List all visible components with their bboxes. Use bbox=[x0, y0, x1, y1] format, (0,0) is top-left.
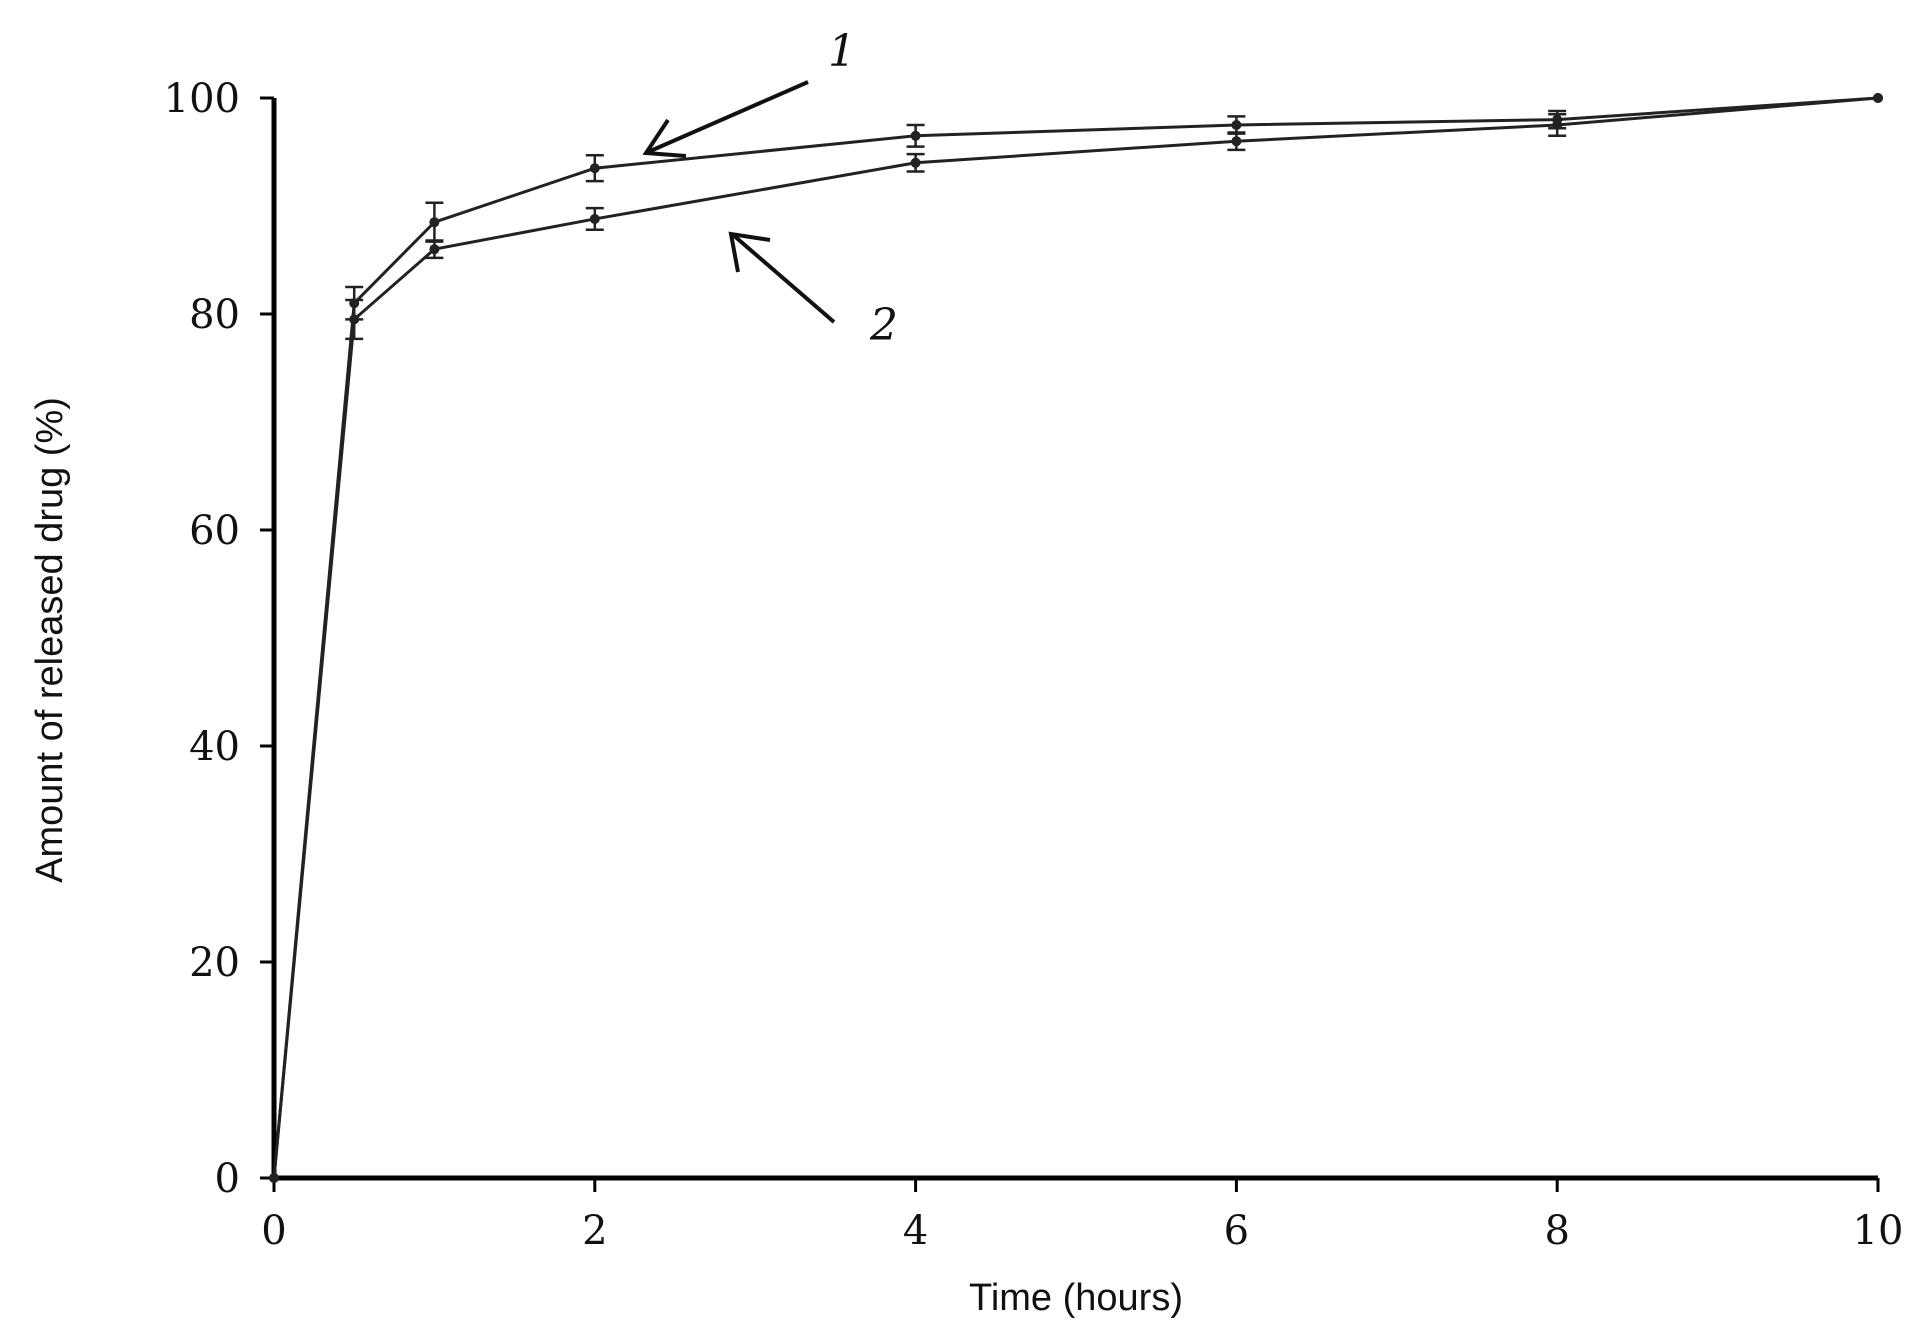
data-point-2-1 bbox=[349, 314, 360, 325]
x-tick-label-10: 10 bbox=[1853, 1208, 1904, 1254]
y-tick-label-40: 40 bbox=[189, 724, 240, 770]
annotation-arrow-1 bbox=[647, 80, 809, 154]
y-tick-label-80: 80 bbox=[189, 292, 240, 338]
annotation-label-2: 2 bbox=[869, 300, 898, 351]
series-line-2 bbox=[272, 96, 1879, 1179]
data-point-2-0 bbox=[269, 1173, 279, 1183]
data-point-1-2 bbox=[429, 217, 440, 228]
y-tick-label-100: 100 bbox=[164, 76, 240, 122]
data-point-1-3 bbox=[589, 163, 600, 174]
y-axis-title: Amount of released drug (%) bbox=[29, 397, 71, 883]
y-tick-label-20: 20 bbox=[189, 940, 240, 986]
data-point-2-5 bbox=[1231, 136, 1242, 147]
series-2 bbox=[269, 93, 1883, 1183]
annotation-arrowhead-1 bbox=[642, 118, 687, 158]
x-tick-label-6: 6 bbox=[1224, 1208, 1249, 1254]
x-tick-label-0: 0 bbox=[261, 1208, 286, 1254]
annotation-arrow-2 bbox=[730, 232, 836, 324]
data-point-2-4 bbox=[910, 157, 921, 168]
annotation-arrowhead-2 bbox=[728, 231, 771, 273]
x-tick-label-4: 4 bbox=[903, 1208, 928, 1254]
data-point-1-5 bbox=[1231, 120, 1242, 130]
data-point-1-4 bbox=[910, 130, 921, 141]
x-tick-label-8: 8 bbox=[1544, 1208, 1569, 1254]
axes bbox=[271, 98, 1878, 1181]
annotation-label-1: 1 bbox=[828, 26, 856, 77]
series-1 bbox=[269, 93, 1883, 1183]
data-point-2-6 bbox=[1552, 120, 1563, 130]
data-point-2-7 bbox=[1873, 93, 1883, 103]
series-layer bbox=[269, 93, 1883, 1183]
x-tick-label-2: 2 bbox=[582, 1208, 607, 1254]
series-line-1 bbox=[272, 96, 1879, 1179]
data-point-2-3 bbox=[589, 213, 600, 224]
annotations: 1 2 bbox=[642, 26, 898, 351]
y-tick-label-0: 0 bbox=[215, 1156, 240, 1202]
data-point-2-2 bbox=[429, 244, 440, 255]
y-tick-label-60: 60 bbox=[189, 508, 240, 554]
x-axis-title: Time (hours) bbox=[969, 1277, 1183, 1319]
